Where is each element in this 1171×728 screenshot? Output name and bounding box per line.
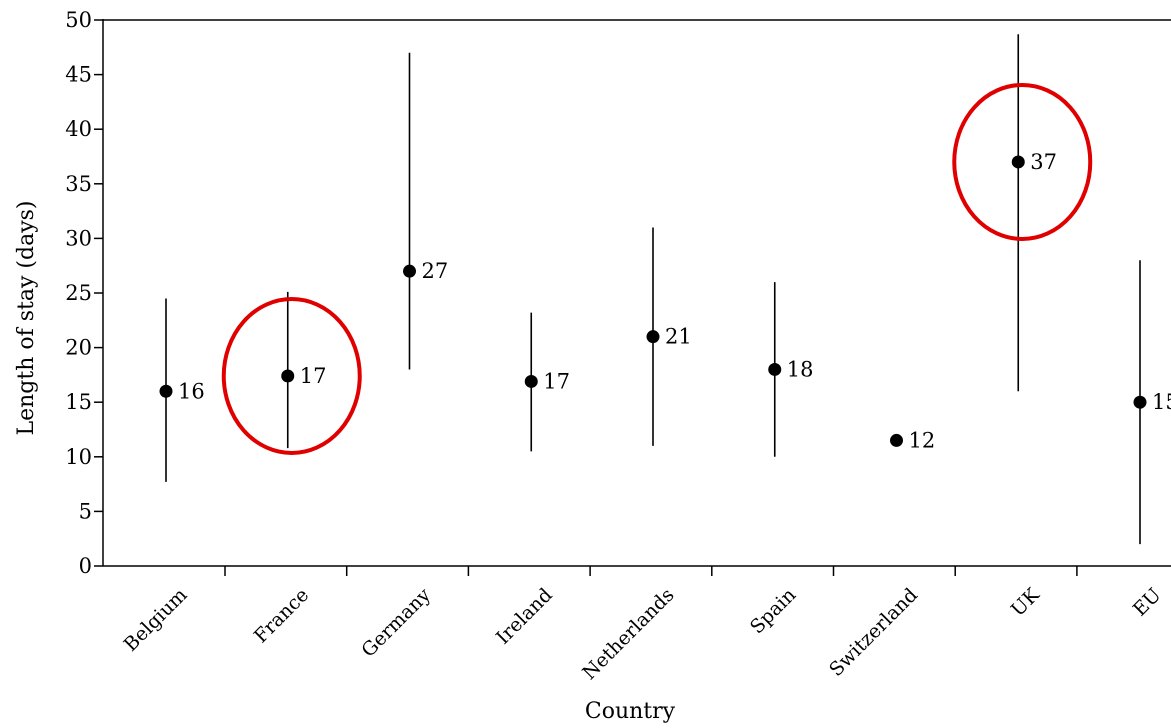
data-label-belgium: 16 [178,379,205,403]
point-group-ireland: 17 [524,312,570,452]
point-uk [1011,155,1025,169]
point-group-france: 17 [281,291,327,449]
point-france [281,369,295,383]
data-label-france: 17 [300,364,327,388]
x-tick-label-germany: Germany [357,584,435,662]
point-germany [403,264,416,278]
data-marks: 16 17 27 17 21 18 12 37 15 [159,34,1171,545]
x-tick-label-belgium: Belgium [120,584,192,656]
y-tick-label: 0 [79,554,92,578]
y-tick-label: 5 [79,499,92,523]
data-label-uk: 37 [1030,150,1057,174]
point-group-netherlands: 21 [646,227,692,446]
point-eu [1133,395,1147,409]
data-label-netherlands: 21 [665,325,692,349]
point-spain [768,362,782,376]
point-ireland [524,374,538,388]
point-group-belgium: 16 [159,298,205,482]
x-axis-ticks: Belgium France Germany Ireland Netherlands Sp… [120,566,1166,684]
y-tick-label: 15 [65,390,92,414]
y-tick-label: 45 [65,63,92,87]
y-tick-label: 35 [65,172,92,196]
data-label-eu: 15 [1152,390,1171,414]
x-tick-label-eu: EU [1129,584,1166,621]
y-tick-label: 25 [65,281,92,305]
point-group-uk: 37 [1011,34,1057,392]
point-switzerland [890,433,903,447]
data-label-ireland: 17 [543,369,570,393]
x-tick-label-ireland: Ireland [492,584,557,649]
x-axis-label: Country [585,699,676,724]
point-group-germany: 27 [403,52,449,370]
highlight-circle-uk [952,82,1093,241]
point-belgium [159,384,173,398]
point-group-switzerland: 12 [890,428,935,452]
y-axis-label: Length of stay (days) [14,200,39,435]
point-netherlands [646,330,660,344]
data-label-spain: 18 [787,357,814,381]
highlight-circle-france [221,296,362,455]
y-tick-label: 30 [65,226,92,250]
highlight-circles [221,82,1093,455]
y-tick-label: 10 [65,445,92,469]
point-group-eu: 15 [1133,260,1171,545]
x-tick-label-france: France [250,584,313,647]
y-axis-ticks: 0 5 10 15 20 25 30 35 40 45 50 [65,8,103,578]
x-tick-label-netherlands: Netherlands [578,584,678,684]
y-tick-label: 20 [65,336,92,360]
x-tick-label-switzerland: Switzerland [825,584,922,681]
point-group-spain: 18 [768,282,813,457]
y-tick-label: 40 [65,117,92,141]
y-tick-label: 50 [65,8,92,32]
x-tick-label-uk: UK [1007,583,1044,620]
x-tick-label-spain: Spain [746,584,800,638]
axes [102,19,1171,567]
data-label-germany: 27 [422,259,449,283]
data-label-switzerland: 12 [909,428,936,452]
